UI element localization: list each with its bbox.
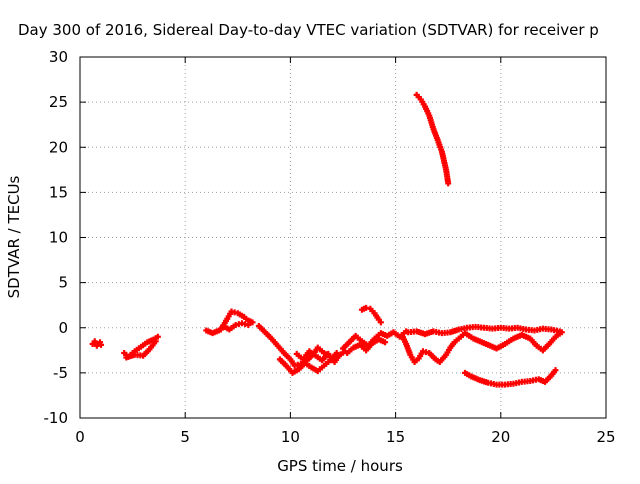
data-point — [325, 350, 332, 357]
y-tick-label: 5 — [58, 274, 68, 292]
y-tick-label: 25 — [49, 93, 68, 111]
data-point — [445, 180, 452, 187]
x-tick-label: 0 — [75, 428, 85, 446]
data-point — [552, 367, 559, 374]
y-tick-label: 10 — [49, 229, 68, 247]
data-point — [152, 338, 159, 345]
plot-frame — [79, 56, 607, 419]
data-layer — [89, 91, 565, 388]
x-tick-label: 15 — [386, 428, 405, 446]
data-point — [154, 333, 161, 340]
x-tick-label: 25 — [596, 428, 615, 446]
x-axis-label: GPS time / hours — [277, 457, 403, 475]
x-tick-label: 20 — [491, 428, 510, 446]
data-point — [98, 341, 105, 348]
grid-layer — [80, 57, 606, 418]
data-point — [382, 339, 389, 346]
data-point — [333, 350, 340, 357]
chart-title: Day 300 of 2016, Sidereal Day-to-day VTE… — [18, 21, 599, 39]
y-tick-label: 30 — [49, 48, 68, 66]
data-point — [245, 322, 252, 329]
y-tick-label: -5 — [53, 364, 68, 382]
y-tick-label: 20 — [49, 138, 68, 156]
data-point — [558, 329, 565, 336]
data-point — [377, 319, 384, 326]
data-point — [249, 319, 256, 326]
y-tick-label: 15 — [49, 183, 68, 201]
tick-layer: 0 5 10 15 20 25 -10 -5 0 5 10 15 20 25 30 — [44, 48, 616, 446]
y-axis-label: SDTVAR / TECUs — [5, 175, 23, 298]
x-tick-label: 10 — [281, 428, 300, 446]
x-tick-label: 5 — [180, 428, 190, 446]
y-tick-label: -10 — [44, 409, 69, 427]
y-tick-label: 0 — [58, 319, 68, 337]
